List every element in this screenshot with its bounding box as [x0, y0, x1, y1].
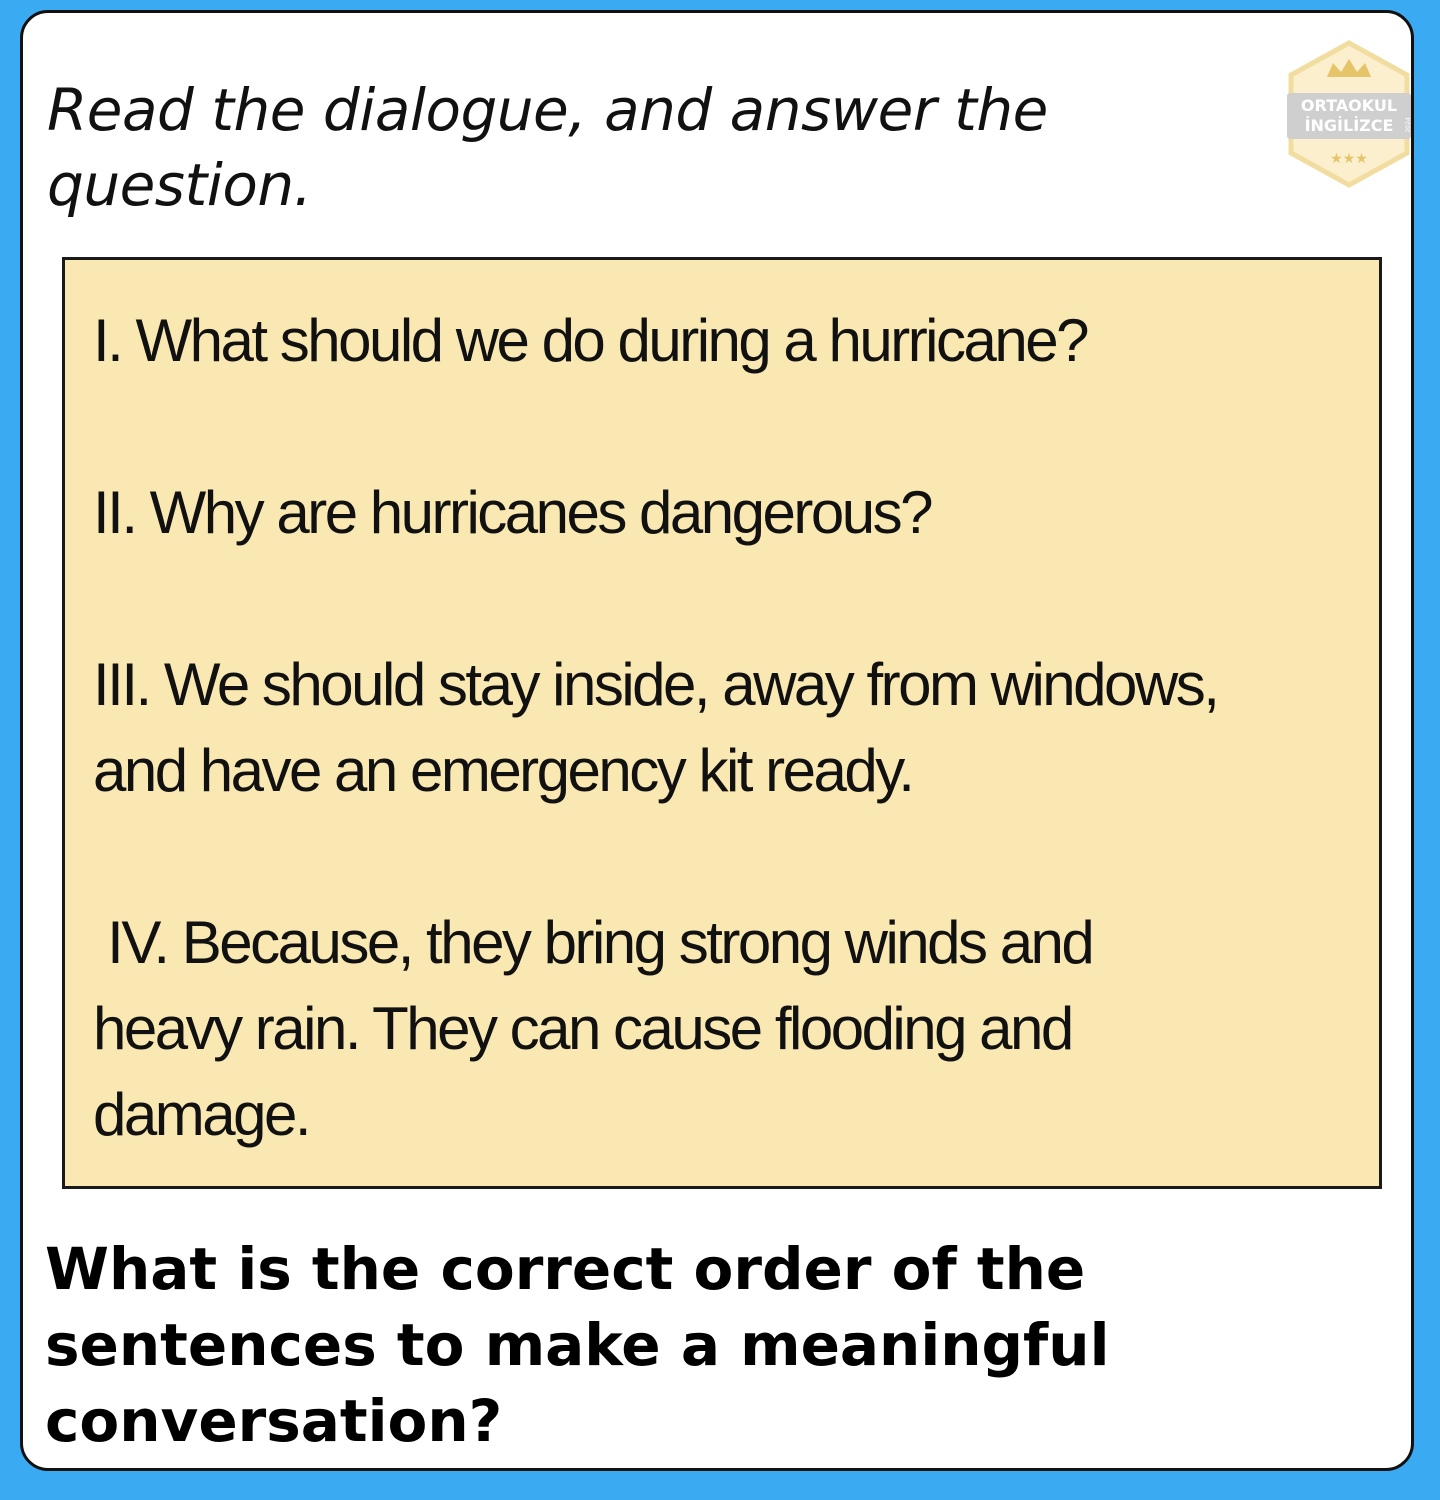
crown-icon [1327, 59, 1371, 77]
question-card: Read the dialogue, and answer the questi… [20, 10, 1414, 1471]
instruction-text: Read the dialogue, and answer the questi… [47, 76, 1048, 219]
dialogue-line-4: IV. Because, they bring strong winds and [93, 909, 1095, 976]
dialogue-line-3: III. We should stay inside, away from wi… [93, 651, 1220, 718]
dialogue-line-2: II. Why are hurricanes dangerous? [93, 479, 933, 546]
dialogue-line-4-end: damage. [93, 1081, 312, 1148]
stars-icon: ★★★ [1330, 151, 1368, 167]
dialogue-line-1: I. What should we do during a hurricane? [93, 307, 1089, 374]
dialogue-box: I. What should we do during a hurricane?… [62, 257, 1382, 1189]
logo-line2: İNGİLİZCE [1305, 116, 1394, 135]
logo-line1: ORTAOKUL [1301, 96, 1397, 115]
dialogue-line-4-cont: heavy rain. They can cause flooding and [93, 995, 1074, 1062]
ortaokul-ingilizce-logo: ORTAOKUL İNGİLİZCE 2024 ★★★ [1287, 39, 1411, 189]
question-text: What is the correct order of the sentenc… [45, 1235, 1110, 1455]
logo-side-text: 2024 [1405, 117, 1411, 132]
dialogue-line-3-cont: and have an emergency kit ready. [93, 737, 915, 804]
